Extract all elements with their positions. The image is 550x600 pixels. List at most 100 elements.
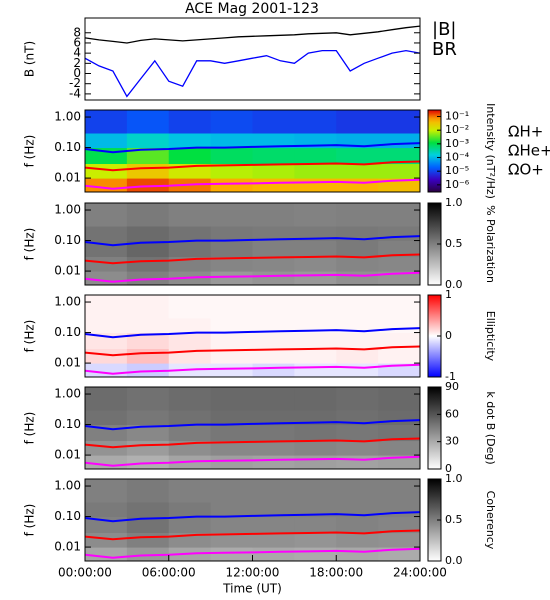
cell: [210, 387, 253, 411]
cell: [168, 332, 212, 350]
panel: 0 30 60 90 k dot B (Deg) 1.00 0.10 0.01 f (Hz): [23, 380, 498, 475]
y-tick-label: 0.10: [54, 140, 81, 154]
series-line: [85, 253, 420, 265]
cell: [85, 163, 128, 179]
cell: [252, 203, 295, 227]
cell: [294, 295, 337, 319]
colorbar-tick-label: 0.5: [445, 513, 463, 526]
colorbar-tick-label: 1.0: [445, 196, 463, 209]
cell: [378, 147, 420, 165]
cell: [378, 110, 420, 134]
y-tick-label: 4: [73, 46, 81, 60]
plot-area: [85, 295, 420, 377]
cell: [126, 332, 170, 350]
colorbar-tick-label: 10⁻²: [445, 123, 469, 136]
cell: [294, 225, 337, 242]
cell: [336, 203, 379, 227]
cell: [336, 348, 379, 364]
colorbar-tick-label: 1: [445, 288, 452, 301]
y-axis-label: f (Hz): [23, 412, 37, 445]
y-tick-label: 1.00: [54, 295, 81, 309]
cell: [294, 440, 337, 456]
cell: [210, 110, 253, 134]
cell: [168, 147, 212, 165]
cell: [168, 501, 212, 518]
cell: [126, 132, 170, 149]
y-tick-label: 0.01: [54, 264, 81, 278]
cell: [85, 132, 128, 149]
cell: [210, 256, 253, 272]
cell: [294, 317, 337, 334]
colorbar-tick-label: 90: [445, 380, 459, 393]
cell: [252, 110, 295, 134]
cell: [294, 532, 337, 548]
cell: [336, 317, 379, 334]
y-axis-label: B (nT): [23, 41, 37, 77]
cell: [378, 501, 420, 518]
cell: [252, 455, 295, 469]
cell: [126, 271, 170, 285]
plot-area: [85, 203, 420, 285]
cell: [252, 271, 295, 285]
y-axis-label: f (Hz): [23, 320, 37, 353]
cell: [378, 424, 420, 442]
cell: [85, 363, 128, 377]
colorbar-label: Intensity (nT²/Hz): [484, 103, 497, 199]
y-tick-label: 1.00: [54, 110, 81, 124]
cell: [126, 547, 170, 561]
cell: [126, 240, 170, 258]
y-tick-label: -4: [69, 86, 81, 100]
cell: [294, 110, 337, 134]
x-tick-label: 24:00:00: [393, 566, 447, 580]
series-line: [85, 25, 420, 44]
cell: [294, 178, 337, 192]
cell: [126, 532, 170, 548]
cell: [378, 348, 420, 364]
colorbar-tick-label: 10⁻⁶: [445, 178, 470, 191]
cell: [252, 295, 295, 319]
colorbar: [427, 109, 442, 193]
colorbar: [427, 386, 442, 470]
series-line: [85, 327, 420, 339]
cell: [336, 479, 379, 503]
cell: [378, 256, 420, 272]
y-tick-label: 0.01: [54, 171, 81, 185]
cell: [336, 409, 379, 426]
panel-frame: [84, 294, 421, 378]
y-tick-label: 6: [73, 35, 81, 49]
series-line: [85, 160, 420, 172]
cell: [378, 240, 420, 258]
series-line: [85, 511, 420, 523]
plot-area: [85, 387, 420, 469]
plot-area: [85, 479, 420, 561]
y-tick-label: 0.01: [54, 356, 81, 370]
cell: [294, 363, 337, 377]
cell: [85, 295, 128, 319]
y-tick-label: 0.01: [54, 540, 81, 554]
cell: [294, 240, 337, 258]
panel: -1 0 1 Ellipticity 1.00 0.10 0.01 f (Hz): [23, 288, 498, 383]
cell: [294, 271, 337, 285]
cell: [252, 532, 295, 548]
cell: [252, 424, 295, 442]
cell: [210, 516, 253, 534]
plot-area: [85, 25, 420, 98]
cell: [168, 203, 212, 227]
cell: [294, 547, 337, 561]
colorbar-label: Coherency: [484, 491, 497, 550]
cell: [210, 409, 253, 426]
cell: [252, 501, 295, 518]
cell: [294, 424, 337, 442]
legend-entry: ΩO+: [508, 161, 544, 179]
series-line: [85, 271, 420, 283]
y-tick-label: 0: [73, 66, 81, 80]
cell: [378, 132, 420, 149]
y-tick-label: 1.00: [54, 387, 81, 401]
series-line: [85, 363, 420, 375]
series-line: [85, 437, 420, 449]
cell: [336, 332, 379, 350]
panel-frame: [84, 109, 421, 193]
cell: [336, 295, 379, 319]
